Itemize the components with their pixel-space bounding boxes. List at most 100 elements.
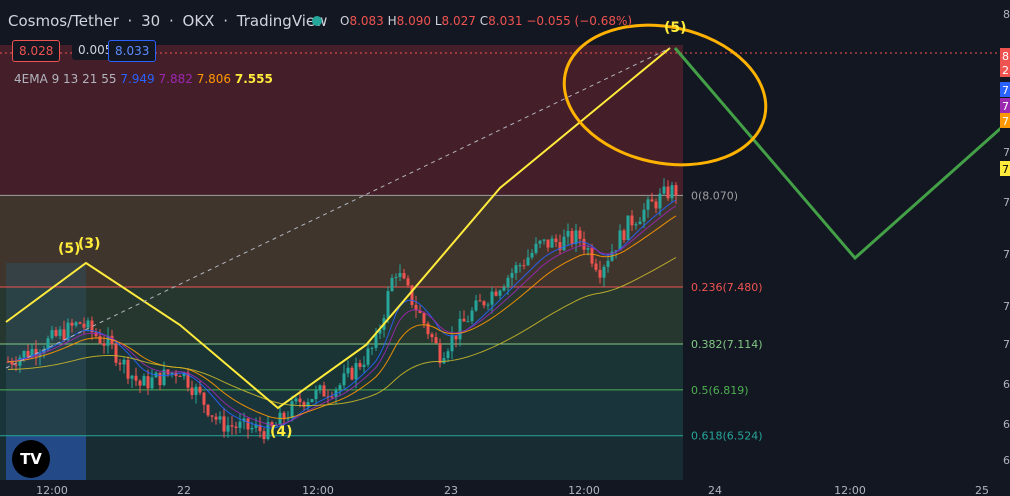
candle-body [582,238,586,250]
candle-body [258,424,262,432]
fib-zone-4 [0,389,683,436]
y-axis-bg [1000,0,1010,496]
candle-body [118,362,122,365]
wave-label-3: (5) [664,20,687,36]
drawing-overlays[interactable]: (5)(3)(4)(5) [5,7,1010,440]
x-tick-label: 12:00 [568,484,600,496]
candle-body [390,278,394,292]
candle-body [62,329,66,340]
candle-body [482,301,486,306]
candle-body [58,329,62,336]
candle-body [474,300,478,311]
candle-body [314,389,318,400]
price-tag-text: 7 [1002,100,1009,113]
price-tag [1000,113,1010,128]
candle-body [530,252,534,258]
price-tag-text: 7 [1002,84,1009,97]
candle-body [386,291,390,319]
candle-body [234,426,238,428]
candle-body [126,359,130,379]
candle-body [250,427,254,430]
candle-body [670,185,674,199]
candle-body [286,418,290,420]
candle-body [422,312,426,324]
price-tag [1000,62,1010,77]
candle-body [666,186,670,199]
candle-body [78,322,82,324]
candle-body [122,359,126,365]
candle-body [542,239,546,241]
candle-body [402,272,406,279]
candle-body [566,230,570,237]
fib-zone-3 [0,343,683,390]
candle-body [398,272,402,277]
candle-body [658,193,662,209]
sell-button[interactable]: 8.028 [12,40,61,62]
y-tick-label: 7 [1003,196,1010,209]
symbol-name[interactable]: Cosmos/Tether [8,12,119,30]
candle-body [550,238,554,248]
candle-body [590,248,594,264]
candle-body [270,422,274,427]
candle-body [430,334,434,338]
candle-body [650,199,654,202]
candle-body [366,348,370,365]
candle-body [342,373,346,386]
tradingview-logo[interactable]: TV [12,440,50,478]
wave-label-1: (3) [78,236,101,252]
candle-body [98,336,102,344]
price-tag [1000,48,1010,63]
candle-body [194,386,198,395]
ema-line-2 [7,215,677,419]
candle-body [134,375,138,381]
ema13-value: 7.882 [158,72,193,86]
candle-body [486,304,490,306]
candle-body [146,376,150,389]
candle-body [70,322,74,326]
ema-legend[interactable]: 4EMA 9 13 21 55 7.949 7.882 7.806 7.555 [14,72,273,86]
candle-body [138,380,142,386]
ema21-value: 7.806 [196,72,232,86]
candle-body [446,351,450,359]
candle-body [178,376,182,378]
fib-label-0.5: 0.5(6.819) [691,384,749,397]
candle-body [46,338,50,350]
candle-body [310,399,314,403]
candle-body [222,416,226,432]
candle-body [106,335,110,346]
interval-label[interactable]: 30 [141,12,161,30]
candle-body [574,230,578,244]
candle-body [214,416,218,420]
candle-body [410,285,414,305]
candle-body [202,392,206,405]
candle-body [262,431,266,440]
candle-body [210,415,214,417]
projection-line [673,47,1010,261]
y-tick-label: 7 [1003,300,1010,313]
candle-body [554,238,558,243]
candle-body [406,278,410,286]
candle-body [622,230,626,241]
candle-body [630,215,634,226]
candle-body [42,349,46,354]
price-tag-text: 7 [1002,115,1009,128]
candle-body [170,372,174,375]
fib-label-0.382: 0.382(7.114) [691,338,763,351]
candle-body [86,320,90,328]
candle-body [14,364,18,366]
low-value: 8.027 [441,14,476,28]
fib-label-0: 0(8.070) [691,189,738,202]
candle-body [158,372,162,386]
fib-label-0.236: 0.236(7.480) [691,281,763,294]
x-tick-label: 24 [708,484,722,496]
candle-body [6,361,10,363]
spread-value: 0.005 [72,40,119,60]
candle-body [306,402,310,407]
candle-body [10,361,14,365]
candle-body [150,377,154,389]
candle-body [646,199,650,210]
candle-body [470,310,474,322]
buy-button[interactable]: 8.033 [108,40,157,62]
